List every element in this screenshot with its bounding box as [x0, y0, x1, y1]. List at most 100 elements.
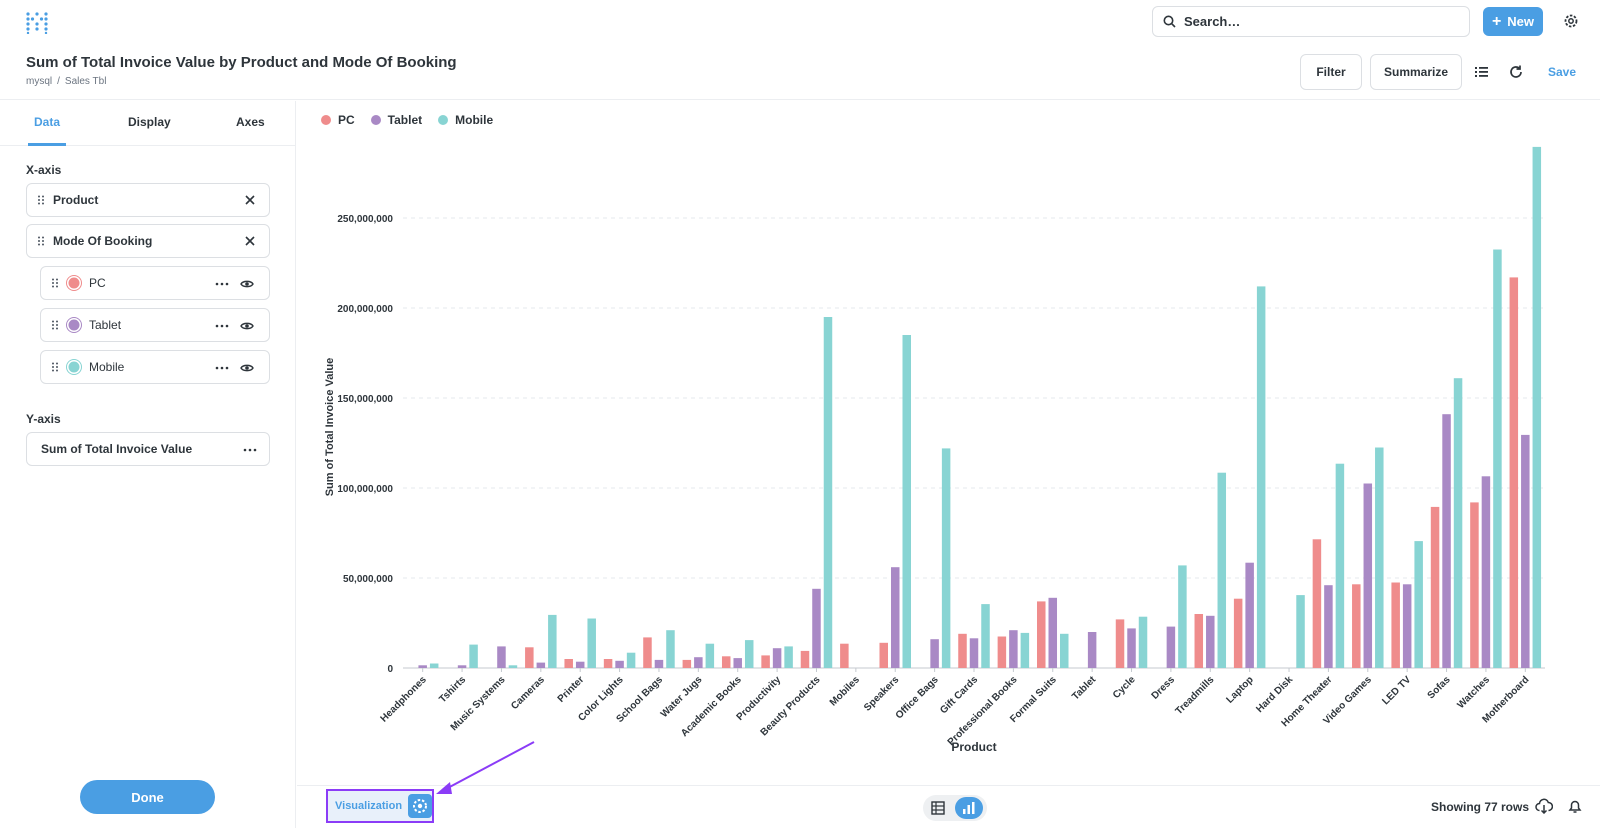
- breadcrumb-table[interactable]: Sales Tbl: [64, 76, 107, 87]
- bar-tablet[interactable]: [457, 665, 467, 668]
- color-swatch[interactable]: [67, 360, 81, 374]
- bar-pc[interactable]: [1194, 614, 1204, 668]
- bar-tablet[interactable]: [1402, 584, 1412, 668]
- bar-tablet[interactable]: [654, 659, 664, 668]
- drag-handle-icon[interactable]: [51, 362, 59, 372]
- bar-mobile[interactable]: [508, 665, 518, 668]
- bar-mobile[interactable]: [1060, 633, 1069, 668]
- bar-tablet[interactable]: [1245, 562, 1254, 668]
- bar-tablet[interactable]: [1363, 483, 1373, 669]
- bar-mobile[interactable]: [587, 618, 596, 669]
- series-item-pc[interactable]: PC: [40, 266, 270, 300]
- bell-icon[interactable]: [1567, 798, 1583, 814]
- bar-tablet[interactable]: [1166, 626, 1176, 668]
- series-item-tablet[interactable]: Tablet: [40, 308, 270, 342]
- bar-mobile[interactable]: [1296, 595, 1305, 668]
- bar-pc[interactable]: [1115, 619, 1125, 668]
- download-icon[interactable]: [1535, 798, 1553, 814]
- x-field-mode-of-booking[interactable]: Mode Of Booking: [26, 224, 270, 258]
- bar-pc[interactable]: [603, 659, 613, 668]
- tab-axes[interactable]: Axes: [236, 115, 265, 129]
- bar-pc[interactable]: [1352, 584, 1361, 668]
- bar-mobile[interactable]: [1453, 378, 1463, 668]
- more-icon[interactable]: [215, 324, 229, 328]
- bar-mobile[interactable]: [705, 643, 715, 668]
- bar-mobile[interactable]: [823, 317, 833, 668]
- visualization-settings-button[interactable]: [408, 794, 432, 818]
- bar-tablet[interactable]: [1087, 632, 1097, 668]
- bar-tablet[interactable]: [812, 588, 821, 668]
- bar-mobile[interactable]: [744, 640, 754, 668]
- bar-tablet[interactable]: [615, 660, 624, 668]
- bar-tablet[interactable]: [1009, 630, 1018, 668]
- bar-pc[interactable]: [1509, 277, 1519, 668]
- bar-tablet[interactable]: [1206, 615, 1215, 668]
- bar-pc[interactable]: [1470, 502, 1479, 668]
- bar-mobile[interactable]: [1493, 249, 1502, 669]
- bar-mobile[interactable]: [1256, 286, 1266, 668]
- chart-view-button[interactable]: [955, 797, 983, 819]
- bar-pc[interactable]: [1312, 539, 1322, 668]
- bar-pc[interactable]: [958, 633, 967, 668]
- logo-icon[interactable]: [26, 12, 48, 34]
- bar-mobile[interactable]: [1217, 472, 1227, 668]
- bar-pc[interactable]: [1391, 582, 1400, 669]
- bar-mobile[interactable]: [548, 614, 557, 668]
- bar-tablet[interactable]: [1127, 628, 1136, 668]
- bar-pc[interactable]: [761, 655, 770, 668]
- drag-handle-icon[interactable]: [37, 236, 45, 246]
- bar-tablet[interactable]: [575, 661, 585, 668]
- eye-icon[interactable]: [240, 363, 254, 373]
- done-button[interactable]: Done: [80, 780, 215, 814]
- legend-item-mobile[interactable]: Mobile: [438, 113, 493, 127]
- summarize-button[interactable]: Summarize: [1370, 54, 1462, 90]
- more-icon[interactable]: [243, 448, 257, 452]
- series-item-mobile[interactable]: Mobile: [40, 350, 270, 384]
- bar-tablet[interactable]: [1481, 476, 1491, 668]
- bar-pc[interactable]: [800, 650, 810, 668]
- bar-tablet[interactable]: [1324, 585, 1333, 668]
- bar-mobile[interactable]: [666, 630, 675, 668]
- table-icon[interactable]: [931, 801, 945, 815]
- color-swatch[interactable]: [67, 276, 81, 290]
- bar-mobile[interactable]: [1414, 541, 1423, 668]
- filter-button[interactable]: Filter: [1300, 54, 1362, 90]
- more-icon[interactable]: [215, 282, 229, 286]
- bar-tablet[interactable]: [772, 648, 782, 668]
- bar-tablet[interactable]: [536, 662, 546, 668]
- save-button[interactable]: Save: [1548, 65, 1577, 79]
- bar-tablet[interactable]: [969, 638, 979, 668]
- drag-handle-icon[interactable]: [51, 278, 59, 288]
- bar-mobile[interactable]: [469, 644, 478, 668]
- close-icon[interactable]: [245, 195, 255, 205]
- bar-mobile[interactable]: [1532, 146, 1542, 668]
- visualization-button[interactable]: Visualization: [326, 789, 434, 823]
- refresh-icon[interactable]: [1508, 64, 1524, 80]
- legend-item-pc[interactable]: PC: [321, 113, 355, 127]
- bar-pc[interactable]: [564, 659, 573, 668]
- tab-data[interactable]: Data: [34, 115, 61, 129]
- bar-tablet[interactable]: [418, 665, 427, 668]
- new-button[interactable]: + New: [1483, 7, 1543, 36]
- bar-tablet[interactable]: [497, 646, 506, 668]
- color-swatch[interactable]: [67, 318, 81, 332]
- bar-pc[interactable]: [879, 642, 888, 668]
- bar-pc[interactable]: [643, 637, 652, 668]
- bar-mobile[interactable]: [902, 335, 911, 668]
- bar-tablet[interactable]: [1521, 434, 1530, 668]
- eye-icon[interactable]: [240, 321, 254, 331]
- list-icon[interactable]: [1474, 64, 1490, 80]
- bar-tablet[interactable]: [1442, 414, 1451, 668]
- bar-mobile[interactable]: [1335, 463, 1345, 668]
- search-input[interactable]: Search…: [1152, 6, 1470, 37]
- y-field-sum[interactable]: Sum of Total Invoice Value: [26, 432, 270, 466]
- bar-pc[interactable]: [1233, 598, 1243, 668]
- bar-tablet[interactable]: [1048, 597, 1058, 668]
- bar-tablet[interactable]: [930, 639, 939, 668]
- bar-tablet[interactable]: [890, 567, 900, 668]
- bar-mobile[interactable]: [981, 604, 990, 668]
- x-field-product[interactable]: Product: [26, 183, 270, 217]
- bar-tablet[interactable]: [733, 658, 742, 668]
- bar-mobile[interactable]: [1138, 616, 1148, 668]
- drag-handle-icon[interactable]: [51, 320, 59, 330]
